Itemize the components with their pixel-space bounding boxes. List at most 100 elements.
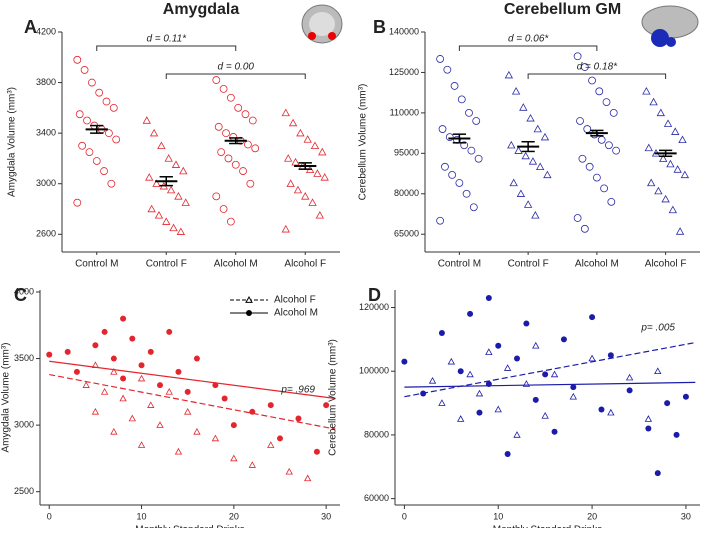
x-tick-label: 10 — [493, 511, 503, 521]
point — [101, 328, 108, 335]
point — [447, 357, 455, 365]
y-axis-label: Amygdala Volume (mm³) — [1, 342, 12, 452]
point — [310, 141, 320, 149]
point — [448, 170, 457, 179]
point — [277, 435, 283, 442]
x-tick-label: Alcohol M — [214, 259, 258, 270]
point — [576, 117, 584, 125]
point — [420, 390, 427, 397]
point — [82, 381, 90, 388]
point — [248, 461, 256, 468]
point — [519, 103, 528, 111]
point — [644, 415, 653, 422]
point — [246, 179, 255, 188]
legend-marker — [245, 295, 253, 303]
point — [612, 146, 621, 155]
point — [516, 189, 526, 197]
point — [466, 370, 474, 378]
comparison-label: d = 0.11* — [146, 34, 187, 45]
point — [443, 65, 452, 74]
point — [157, 382, 163, 389]
legend-label: Alcohol M — [274, 308, 318, 319]
point — [597, 135, 606, 144]
point — [592, 173, 601, 182]
brain-icon-a — [301, 4, 343, 44]
point — [226, 217, 235, 226]
point — [291, 157, 300, 166]
point — [211, 434, 220, 442]
y-tick-label: 4200 — [36, 26, 56, 36]
y-tick-label: 3500 — [14, 353, 34, 363]
point — [642, 86, 651, 95]
point — [110, 427, 118, 435]
point — [678, 135, 687, 144]
point — [441, 162, 449, 171]
point — [110, 368, 118, 375]
point — [609, 108, 618, 117]
y-tick-label: 110000 — [390, 107, 419, 117]
point — [219, 205, 228, 213]
point — [166, 328, 173, 335]
point — [457, 415, 465, 422]
point — [542, 371, 549, 378]
point — [551, 428, 558, 435]
point — [472, 117, 481, 125]
point — [675, 227, 685, 235]
point — [476, 409, 483, 416]
point — [535, 162, 545, 171]
point — [573, 214, 582, 222]
point — [588, 354, 596, 362]
point — [145, 173, 154, 181]
point — [485, 348, 493, 355]
point — [495, 342, 502, 349]
point — [607, 352, 614, 359]
point — [315, 211, 325, 219]
x-tick-label: 0 — [402, 511, 407, 521]
point — [248, 116, 257, 125]
point — [320, 173, 329, 181]
point — [457, 95, 466, 104]
x-tick-label: 30 — [681, 511, 691, 521]
point — [226, 93, 235, 102]
comparison-bracket — [458, 45, 598, 51]
point — [318, 147, 327, 156]
point — [107, 179, 116, 188]
point — [73, 368, 80, 375]
point — [589, 314, 596, 321]
point — [485, 294, 492, 301]
point — [533, 124, 542, 133]
point — [92, 342, 99, 349]
point — [605, 141, 613, 150]
point — [142, 116, 151, 124]
y-tick-label: 3800 — [36, 77, 56, 87]
point — [523, 320, 530, 327]
point — [251, 144, 260, 153]
x-tick-label: Alcohol F — [645, 259, 687, 270]
point — [550, 370, 559, 378]
point — [285, 467, 293, 475]
point — [522, 380, 531, 387]
y-tick-label: 2600 — [36, 229, 56, 239]
point — [598, 406, 605, 413]
point — [585, 162, 594, 171]
x-tick-label: Control M — [75, 259, 118, 270]
point — [288, 118, 298, 127]
point — [105, 129, 113, 138]
point — [504, 451, 511, 458]
point — [569, 392, 577, 400]
point — [467, 146, 476, 155]
point — [607, 408, 615, 416]
x-tick-label: 30 — [321, 511, 331, 521]
point — [181, 198, 190, 206]
point — [673, 431, 680, 438]
point — [541, 411, 549, 419]
point — [656, 108, 665, 117]
point — [436, 216, 445, 225]
point — [193, 355, 200, 362]
point — [249, 408, 256, 415]
point — [509, 178, 518, 187]
point — [295, 415, 302, 422]
point — [91, 407, 100, 415]
point — [521, 151, 530, 160]
